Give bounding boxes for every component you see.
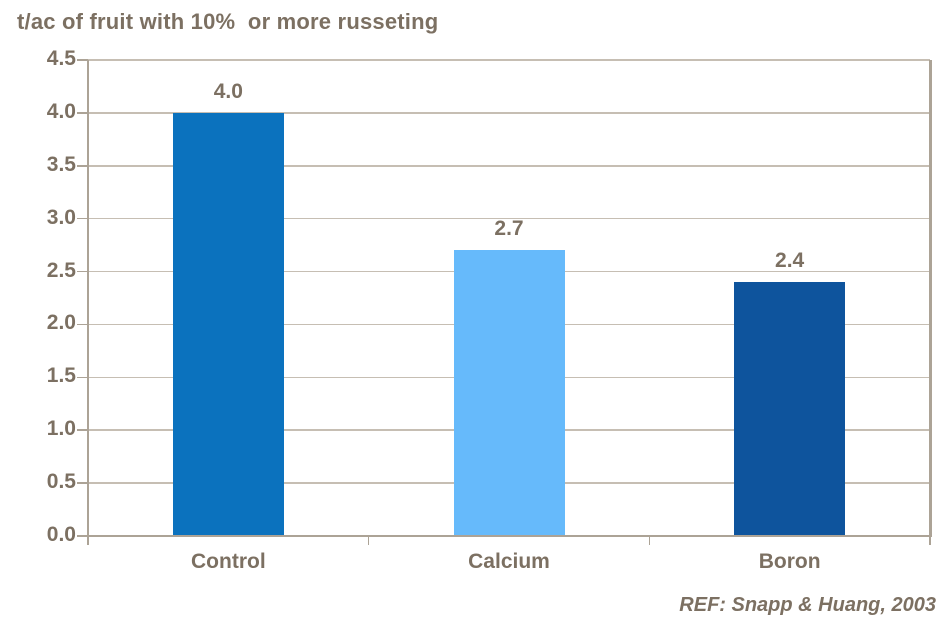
x-axis-label-control: Control	[191, 550, 266, 573]
x-tick-mark	[367, 536, 370, 545]
x-tick-mark	[929, 536, 931, 545]
gridline	[88, 217, 930, 220]
y-tick-label: 0.0	[46, 523, 76, 546]
bar-value-label: 2.7	[494, 217, 524, 241]
bar-value-label: 4.0	[213, 79, 243, 103]
y-tick-mark	[77, 59, 88, 61]
x-axis-line	[86, 534, 932, 537]
y-tick-label: 3.0	[46, 205, 76, 229]
x-axis-label-boron: Boron	[758, 550, 821, 573]
y-tick-mark	[77, 376, 88, 379]
y-tick-label: 2.5	[46, 258, 76, 282]
y-tick-mark	[77, 270, 88, 273]
y-tick-label: 1.5	[46, 364, 76, 388]
gridline	[88, 59, 930, 61]
y-tick-mark	[77, 429, 88, 431]
gridline	[88, 112, 930, 114]
y-axis-line	[86, 60, 89, 536]
bar-calcium	[453, 250, 565, 536]
bar-control	[172, 112, 284, 536]
y-tick-label: 0.5	[46, 470, 76, 494]
y-tick-mark	[77, 112, 88, 114]
y-tick-mark	[77, 217, 88, 220]
y-tick-mark	[77, 482, 88, 484]
y-tick-label: 4.5	[46, 47, 76, 70]
y-tick-mark	[77, 165, 88, 167]
x-tick-mark	[87, 536, 89, 545]
y-tick-label: 2.0	[46, 311, 76, 335]
x-axis-label-calcium: Calcium	[468, 550, 550, 573]
y-tick-mark	[77, 535, 88, 537]
bar-boron	[734, 282, 846, 536]
y-tick-label: 4.0	[46, 99, 76, 123]
plot-right-border	[929, 60, 932, 537]
chart-title: t/ac of fruit with 10% or more russeting	[17, 9, 439, 34]
x-tick-mark	[648, 536, 651, 545]
y-tick-mark	[77, 323, 88, 326]
gridline	[88, 165, 930, 167]
bar-value-label: 2.4	[775, 249, 805, 273]
y-tick-label: 3.5	[46, 152, 76, 176]
y-tick-label: 1.0	[46, 417, 76, 441]
reference-citation: REF: Snapp & Huang, 2003	[679, 594, 936, 616]
